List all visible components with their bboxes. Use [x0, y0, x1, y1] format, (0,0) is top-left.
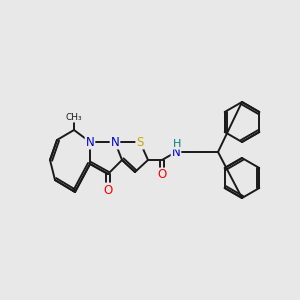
Text: CH₃: CH₃	[66, 113, 82, 122]
Text: N: N	[111, 136, 119, 148]
Text: H: H	[173, 139, 181, 149]
Text: S: S	[136, 136, 144, 148]
Text: N: N	[85, 136, 94, 148]
Text: N: N	[172, 146, 180, 158]
Text: O: O	[103, 184, 112, 196]
Text: O: O	[158, 169, 166, 182]
